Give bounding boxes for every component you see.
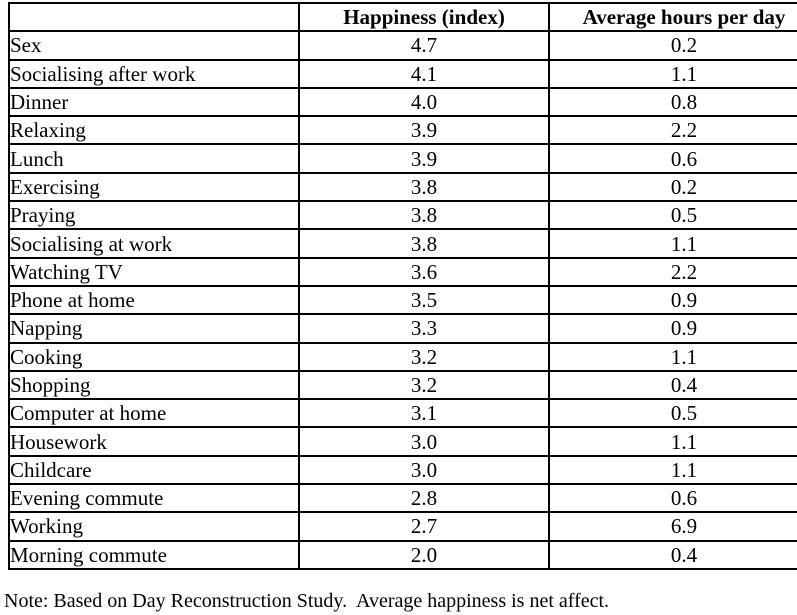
activity-cell: Evening commute: [8, 483, 300, 514]
table-row: Shopping 3.2 0.4: [8, 369, 797, 401]
table-row: Housework 3.0 1.1: [8, 426, 797, 457]
table-row: Lunch 3.9 0.6: [8, 143, 797, 174]
table-row: Working 2.7 6.9: [8, 511, 797, 542]
table-row: Socialising after work 4.1 1.1: [8, 58, 797, 89]
activity-cell: Childcare: [8, 454, 300, 486]
happiness-cell: 2.0: [298, 539, 550, 570]
hours-cell: 0.6: [548, 483, 797, 514]
activity-cell: Socialising at work: [8, 228, 300, 259]
activity-cell: Sex: [8, 30, 300, 61]
activity-cell: Socialising after work: [8, 58, 300, 89]
table-row: Relaxing 3.9 2.2: [8, 115, 797, 146]
hours-cell: 0.2: [548, 30, 797, 61]
table-row: Watching TV 3.6 2.2: [8, 256, 797, 287]
column-header-activity: [8, 1, 300, 33]
activities-happiness-table: Happiness (index) Average hours per day …: [8, 1, 797, 570]
column-header-happiness-index: Happiness (index): [298, 1, 550, 33]
happiness-cell: 4.1: [298, 58, 550, 89]
activity-cell: Working: [8, 511, 300, 542]
hours-cell: 0.2: [548, 171, 797, 203]
activity-cell: Watching TV: [8, 256, 300, 287]
hours-cell: 1.1: [548, 341, 797, 372]
hours-cell: 0.9: [548, 284, 797, 316]
happiness-cell: 2.8: [298, 483, 550, 514]
table-header-row: Happiness (index) Average hours per day: [8, 1, 797, 33]
happiness-cell: 3.8: [298, 200, 550, 231]
happiness-cell: 2.7: [298, 511, 550, 542]
happiness-cell: 3.5: [298, 284, 550, 316]
table-row: Computer at home 3.1 0.5: [8, 398, 797, 429]
happiness-cell: 3.2: [298, 369, 550, 401]
activity-cell: Cooking: [8, 341, 300, 372]
hours-cell: 6.9: [548, 511, 797, 542]
activity-cell: Relaxing: [8, 115, 300, 146]
happiness-cell: 3.2: [298, 341, 550, 372]
happiness-cell: 4.7: [298, 30, 550, 61]
table-row: Socialising at work 3.8 1.1: [8, 228, 797, 259]
happiness-cell: 3.1: [298, 398, 550, 429]
hours-cell: 1.1: [548, 58, 797, 89]
activity-cell: Napping: [8, 313, 300, 344]
happiness-cell: 3.9: [298, 115, 550, 146]
hours-cell: 0.6: [548, 143, 797, 174]
table-row: Phone at home 3.5 0.9: [8, 284, 797, 316]
table-body: Sex 4.7 0.2 Socialising after work 4.1 1.1 Din…: [8, 30, 797, 570]
hours-cell: 0.4: [548, 539, 797, 570]
hours-cell: 2.2: [548, 256, 797, 287]
hours-cell: 1.1: [548, 426, 797, 457]
happiness-cell: 3.9: [298, 143, 550, 174]
activity-cell: Exercising: [8, 171, 300, 203]
activity-cell: Shopping: [8, 369, 300, 401]
hours-cell: 0.5: [548, 398, 797, 429]
happiness-cell: 3.6: [298, 256, 550, 287]
happiness-cell: 3.0: [298, 454, 550, 486]
table-row: Childcare 3.0 1.1: [8, 454, 797, 486]
table-row: Praying 3.8 0.5: [8, 200, 797, 231]
hours-cell: 0.8: [548, 86, 797, 118]
hours-cell: 0.5: [548, 200, 797, 231]
table-row: Morning commute 2.0 0.4: [8, 539, 797, 570]
hours-cell: 0.9: [548, 313, 797, 344]
happiness-cell: 3.3: [298, 313, 550, 344]
hours-cell: 0.4: [548, 369, 797, 401]
table-row: Napping 3.3 0.9: [8, 313, 797, 344]
activity-cell: Praying: [8, 200, 300, 231]
table-row: Evening commute 2.8 0.6: [8, 483, 797, 514]
hours-cell: 2.2: [548, 115, 797, 146]
activity-cell: Lunch: [8, 143, 300, 174]
happiness-cell: 3.0: [298, 426, 550, 457]
activity-cell: Morning commute: [8, 539, 300, 570]
hours-cell: 1.1: [548, 228, 797, 259]
table-row: Dinner 4.0 0.8: [8, 86, 797, 118]
happiness-cell: 3.8: [298, 171, 550, 203]
table-footnote: Note: Based on Day Reconstruction Study.…: [4, 590, 610, 612]
happiness-cell: 4.0: [298, 86, 550, 118]
activity-cell: Dinner: [8, 86, 300, 118]
table-row: Sex 4.7 0.2: [8, 30, 797, 61]
activity-cell: Housework: [8, 426, 300, 457]
happiness-cell: 3.8: [298, 228, 550, 259]
column-header-average-hours: Average hours per day: [548, 1, 797, 33]
hours-cell: 1.1: [548, 454, 797, 486]
activity-cell: Phone at home: [8, 284, 300, 316]
activity-cell: Computer at home: [8, 398, 300, 429]
table-row: Exercising 3.8 0.2: [8, 171, 797, 203]
table-row: Cooking 3.2 1.1: [8, 341, 797, 372]
